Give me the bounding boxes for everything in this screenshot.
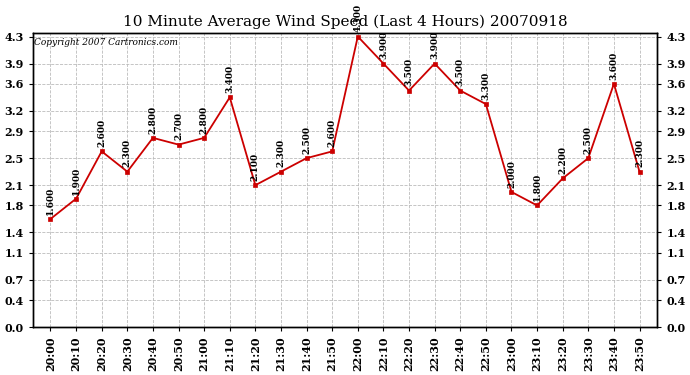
Text: 4.300: 4.300 bbox=[353, 4, 362, 32]
Text: 2.200: 2.200 bbox=[558, 146, 567, 174]
Text: 2.300: 2.300 bbox=[635, 140, 644, 168]
Text: 1.800: 1.800 bbox=[533, 173, 542, 201]
Text: 2.300: 2.300 bbox=[277, 140, 286, 168]
Text: 2.600: 2.600 bbox=[97, 119, 106, 147]
Title: 10 Minute Average Wind Speed (Last 4 Hours) 20070918: 10 Minute Average Wind Speed (Last 4 Hou… bbox=[123, 15, 567, 29]
Text: 2.000: 2.000 bbox=[507, 160, 516, 188]
Text: 2.500: 2.500 bbox=[584, 126, 593, 154]
Text: Copyright 2007 Cartronics.com: Copyright 2007 Cartronics.com bbox=[34, 38, 178, 46]
Text: 2.500: 2.500 bbox=[302, 126, 311, 154]
Text: 3.900: 3.900 bbox=[430, 31, 439, 59]
Text: 3.900: 3.900 bbox=[379, 31, 388, 59]
Text: 3.500: 3.500 bbox=[404, 58, 413, 86]
Text: 2.700: 2.700 bbox=[174, 112, 183, 141]
Text: 3.600: 3.600 bbox=[609, 51, 618, 80]
Text: 2.800: 2.800 bbox=[199, 106, 208, 134]
Text: 3.300: 3.300 bbox=[482, 72, 491, 100]
Text: 3.400: 3.400 bbox=[225, 65, 235, 93]
Text: 2.300: 2.300 bbox=[123, 140, 132, 168]
Text: 2.100: 2.100 bbox=[251, 153, 260, 181]
Text: 3.500: 3.500 bbox=[455, 58, 465, 86]
Text: 1.900: 1.900 bbox=[72, 166, 81, 195]
Text: 2.600: 2.600 bbox=[328, 119, 337, 147]
Text: 2.800: 2.800 bbox=[148, 106, 157, 134]
Text: 1.600: 1.600 bbox=[46, 186, 55, 215]
